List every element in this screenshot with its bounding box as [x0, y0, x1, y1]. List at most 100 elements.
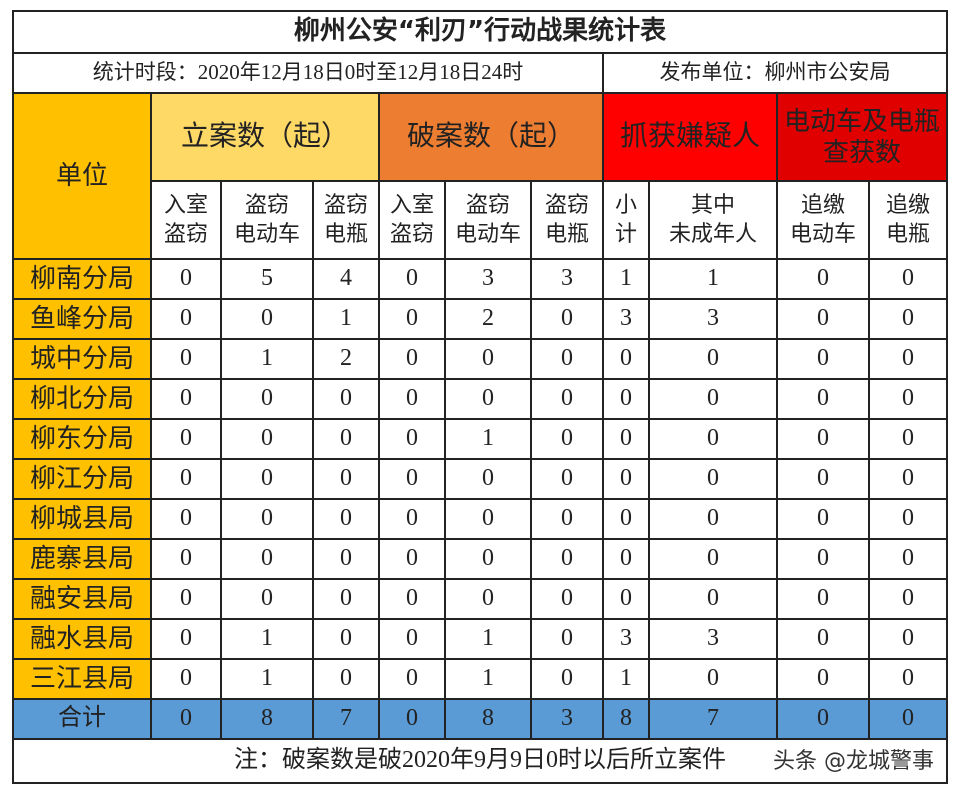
- value: 0: [776, 418, 870, 460]
- value: 0: [150, 458, 222, 500]
- value: 0: [444, 378, 532, 420]
- value: 0: [867, 418, 949, 460]
- unit-name: 城中分局: [12, 338, 152, 380]
- group-header: 抓获嫌疑人: [602, 92, 778, 182]
- total-value: 0: [867, 698, 949, 740]
- value: 0: [530, 418, 604, 460]
- unit-name: 融水县局: [12, 618, 152, 660]
- value: 3: [444, 258, 532, 300]
- value: 0: [378, 658, 446, 700]
- value: 1: [312, 298, 380, 340]
- value: 0: [312, 378, 380, 420]
- value: 1: [602, 658, 650, 700]
- value: 3: [530, 258, 604, 300]
- watermark: 头条 @龙城警事: [773, 749, 935, 774]
- total-value: 8: [444, 698, 532, 740]
- total-value: 7: [312, 698, 380, 740]
- value: 0: [150, 498, 222, 540]
- total-value: 0: [150, 698, 222, 740]
- row: 融水县局 0 1 0 0 1 0 3 3 0 0: [12, 618, 949, 660]
- unit-name: 鱼峰分局: [12, 298, 152, 340]
- value: 0: [602, 378, 650, 420]
- value: 0: [867, 498, 949, 540]
- row: 入室 盗窃 盗窃 电动车 盗窃 电瓶 入室 盗窃 盗窃 电动车 盗窃 电瓶小 计其中 未成…: [13, 180, 949, 260]
- sub-header: 入室 盗窃: [378, 180, 446, 260]
- value: 0: [378, 458, 446, 500]
- row: 城中分局 0 1 2 0 0 0 0 0 0 0: [12, 338, 949, 380]
- title: 柳州公安“利刃”行动战果统计表: [11, 10, 949, 54]
- group-header: 立案数（起）: [150, 92, 380, 182]
- value: 0: [648, 378, 778, 420]
- value: 0: [867, 578, 949, 620]
- row: 柳北分局 0 0 0 0 0 0 0 0 0 0: [12, 378, 949, 420]
- note: 注：破案数是破2020年9月9日0时以后所立案件 头条 @龙城警事: [11, 738, 949, 784]
- row: 柳江分局 0 0 0 0 0 0 0 0 0 0: [12, 458, 949, 500]
- value: 0: [776, 498, 870, 540]
- value: 0: [312, 618, 380, 660]
- value: 1: [444, 418, 532, 460]
- unit-header: 单位: [12, 92, 152, 260]
- value: 0: [776, 258, 870, 300]
- value: 0: [530, 578, 604, 620]
- value: 0: [602, 538, 650, 580]
- value: 0: [150, 298, 222, 340]
- value: 0: [602, 338, 650, 380]
- value: 0: [378, 498, 446, 540]
- value: 0: [220, 498, 314, 540]
- total-value: 8: [602, 698, 650, 740]
- value: 0: [530, 298, 604, 340]
- value: 0: [530, 338, 604, 380]
- value: 0: [220, 378, 314, 420]
- value: 0: [220, 458, 314, 500]
- value: 0: [312, 498, 380, 540]
- value: 0: [648, 338, 778, 380]
- value: 0: [150, 578, 222, 620]
- row: 柳南分局 0 5 4 0 3 3 1 1 0 0: [12, 258, 949, 300]
- value: 3: [602, 298, 650, 340]
- value: 0: [530, 458, 604, 500]
- value: 0: [776, 298, 870, 340]
- row: 鱼峰分局 0 0 1 0 2 0 3 3 0 0: [12, 298, 949, 340]
- row: 柳城县局 0 0 0 0 0 0 0 0 0 0: [12, 498, 949, 540]
- value: 0: [220, 298, 314, 340]
- unit-name: 柳东分局: [12, 418, 152, 460]
- value: 0: [312, 658, 380, 700]
- sub-header: 盗窃 电动车: [444, 180, 532, 260]
- note-text: 注：破案数是破2020年9月9日0时以后所立案件: [234, 747, 726, 774]
- value: 0: [602, 578, 650, 620]
- value: 0: [530, 538, 604, 580]
- value: 0: [444, 498, 532, 540]
- value: 0: [150, 538, 222, 580]
- value: 0: [648, 498, 778, 540]
- value: 0: [648, 458, 778, 500]
- value: 0: [220, 538, 314, 580]
- value: 2: [312, 338, 380, 380]
- value: 0: [867, 258, 949, 300]
- value: 0: [867, 658, 949, 700]
- sub-header: 入室 盗窃: [150, 180, 222, 260]
- value: 0: [150, 658, 222, 700]
- value: 0: [378, 578, 446, 620]
- period: 统计时段：2020年12月18日0时至12月18日24时: [12, 52, 604, 94]
- publisher: 发布单位：柳州市公安局: [601, 52, 949, 94]
- value: 0: [648, 658, 778, 700]
- total-value: 0: [776, 698, 870, 740]
- value: 3: [648, 298, 778, 340]
- value: 0: [150, 618, 222, 660]
- value: 0: [220, 578, 314, 620]
- group-header: 电动车及电瓶查获数: [775, 92, 949, 182]
- row: 统计时段：2020年12月18日0时至12月18日24时 发布单位：柳州市公安局: [12, 52, 949, 94]
- value: 0: [867, 458, 949, 500]
- value: 0: [150, 378, 222, 420]
- unit-name: 柳城县局: [12, 498, 152, 540]
- value: 3: [602, 618, 650, 660]
- value: 0: [602, 418, 650, 460]
- row: 注：破案数是破2020年9月9日0时以后所立案件 头条 @龙城警事: [11, 738, 949, 784]
- sub-header: 小 计: [602, 180, 650, 260]
- row: 合计 0 8 7 0 8 3 8 7 0 0: [12, 698, 949, 740]
- unit-name: 柳北分局: [12, 378, 152, 420]
- value: 0: [648, 418, 778, 460]
- value: 1: [220, 338, 314, 380]
- unit-name: 柳江分局: [12, 458, 152, 500]
